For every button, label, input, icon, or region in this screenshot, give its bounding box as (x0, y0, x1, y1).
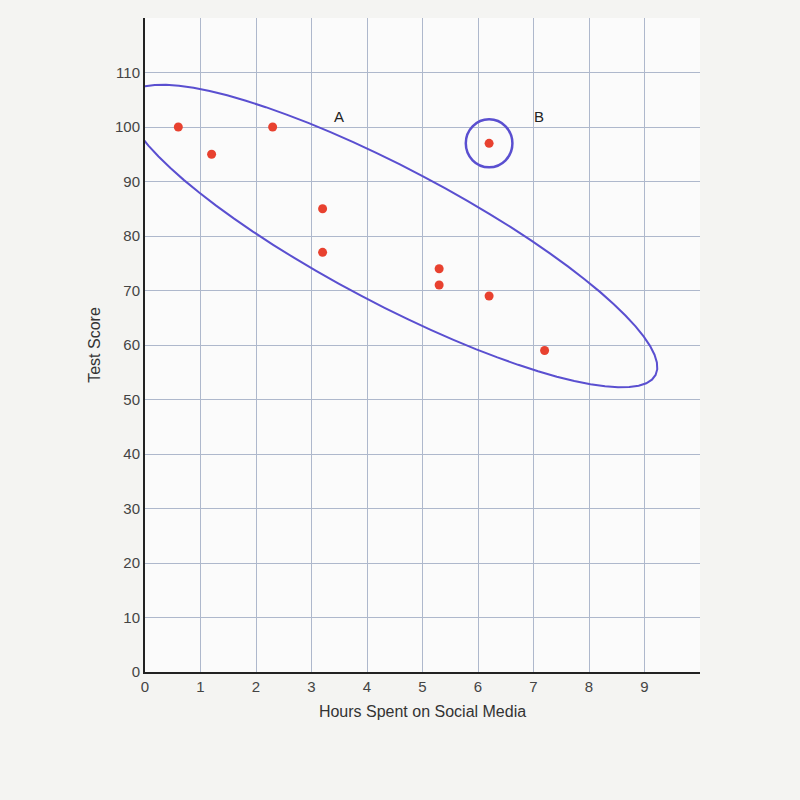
svg-text:90: 90 (123, 173, 140, 190)
svg-text:5: 5 (418, 678, 426, 695)
svg-text:30: 30 (123, 500, 140, 517)
svg-text:8: 8 (585, 678, 593, 695)
svg-text:110: 110 (116, 64, 140, 81)
svg-text:3: 3 (307, 678, 315, 695)
svg-text:7: 7 (529, 678, 537, 695)
svg-text:80: 80 (123, 227, 140, 244)
svg-text:10: 10 (123, 609, 140, 626)
svg-text:40: 40 (123, 445, 140, 462)
svg-text:0: 0 (132, 663, 140, 680)
svg-text:0: 0 (141, 678, 149, 695)
svg-text:100: 100 (115, 118, 140, 135)
svg-text:9: 9 (640, 678, 648, 695)
svg-text:Test Score: Test Score (86, 307, 103, 383)
svg-text:A: A (334, 108, 344, 125)
svg-text:1: 1 (196, 678, 204, 695)
svg-text:2: 2 (252, 678, 260, 695)
svg-text:B: B (534, 108, 544, 125)
svg-text:50: 50 (123, 391, 140, 408)
svg-text:60: 60 (123, 336, 140, 353)
svg-text:4: 4 (363, 678, 371, 695)
svg-text:Hours Spent on Social Media: Hours Spent on Social Media (319, 703, 526, 720)
svg-text:20: 20 (123, 554, 140, 571)
svg-text:6: 6 (474, 678, 482, 695)
svg-text:70: 70 (123, 282, 140, 299)
